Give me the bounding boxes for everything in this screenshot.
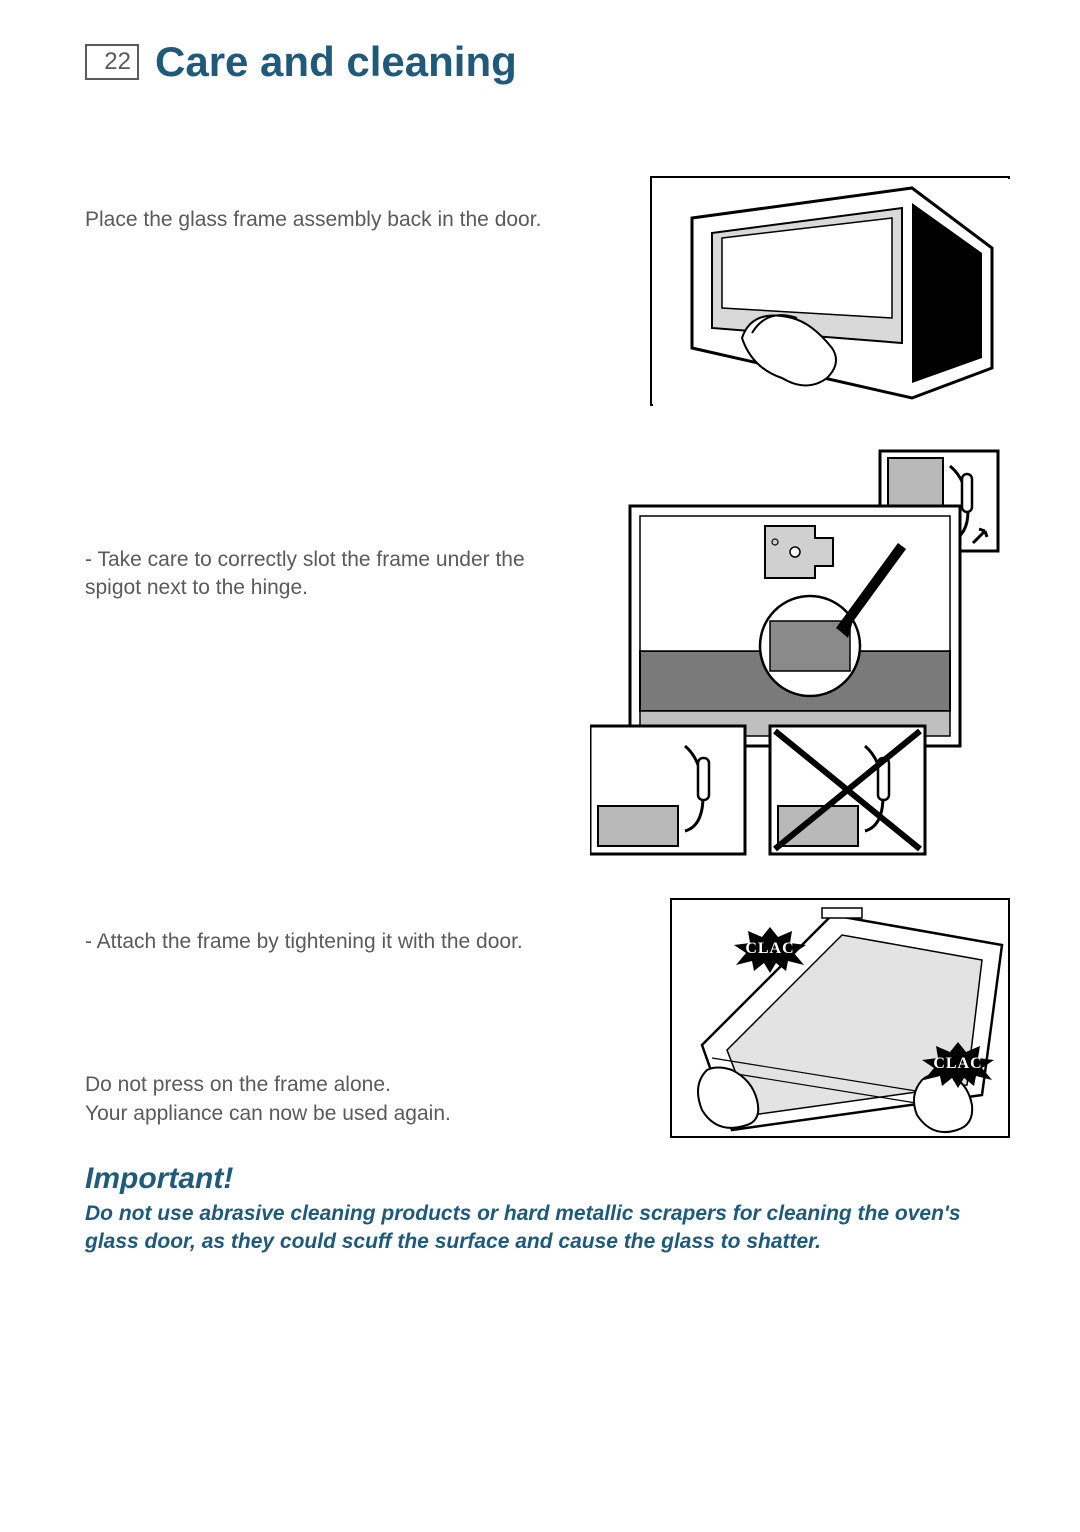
important-heading: Important!	[85, 1162, 1010, 1196]
step-1: Place the glass frame assembly back in t…	[85, 176, 1010, 406]
step-4-text: Do not press on the frame alone. Your ap…	[85, 1071, 650, 1128]
clac-burst-1: CLAC	[732, 925, 808, 973]
figure-3-illustration	[672, 900, 1012, 1140]
figure-2-illustration	[590, 446, 1010, 856]
step-2-text: - Take care to correctly slot the frame …	[85, 446, 570, 603]
step-3: - Attach the frame by tightening it with…	[85, 898, 1010, 1138]
step-3-text: - Attach the frame by tightening it with…	[85, 928, 650, 956]
page-title: Care and cleaning	[155, 38, 517, 86]
figure-1	[650, 176, 1010, 406]
step-4a: Do not press on the frame alone.	[85, 1071, 650, 1099]
step-2: - Take care to correctly slot the frame …	[85, 446, 1010, 856]
figure-1-illustration	[652, 178, 1012, 408]
step-1-text: Place the glass frame assembly back in t…	[85, 176, 630, 234]
step-4b: Your appliance can now be used again.	[85, 1100, 650, 1128]
clac-label-1: CLAC	[745, 940, 794, 958]
page-number-box: 22	[85, 44, 139, 80]
page-header: 22 Care and cleaning	[85, 38, 1010, 86]
clac-label-2: CLAC	[933, 1055, 982, 1073]
important-body: Do not use abrasive cleaning products or…	[85, 1200, 985, 1257]
content: Place the glass frame assembly back in t…	[85, 176, 1010, 1257]
step-3-column: - Attach the frame by tightening it with…	[85, 898, 650, 1128]
clac-burst-2: CLAC	[920, 1040, 996, 1088]
figure-3: CLAC CLAC	[670, 898, 1010, 1138]
page-number: 22	[104, 48, 131, 76]
figure-2-group	[590, 446, 1010, 856]
